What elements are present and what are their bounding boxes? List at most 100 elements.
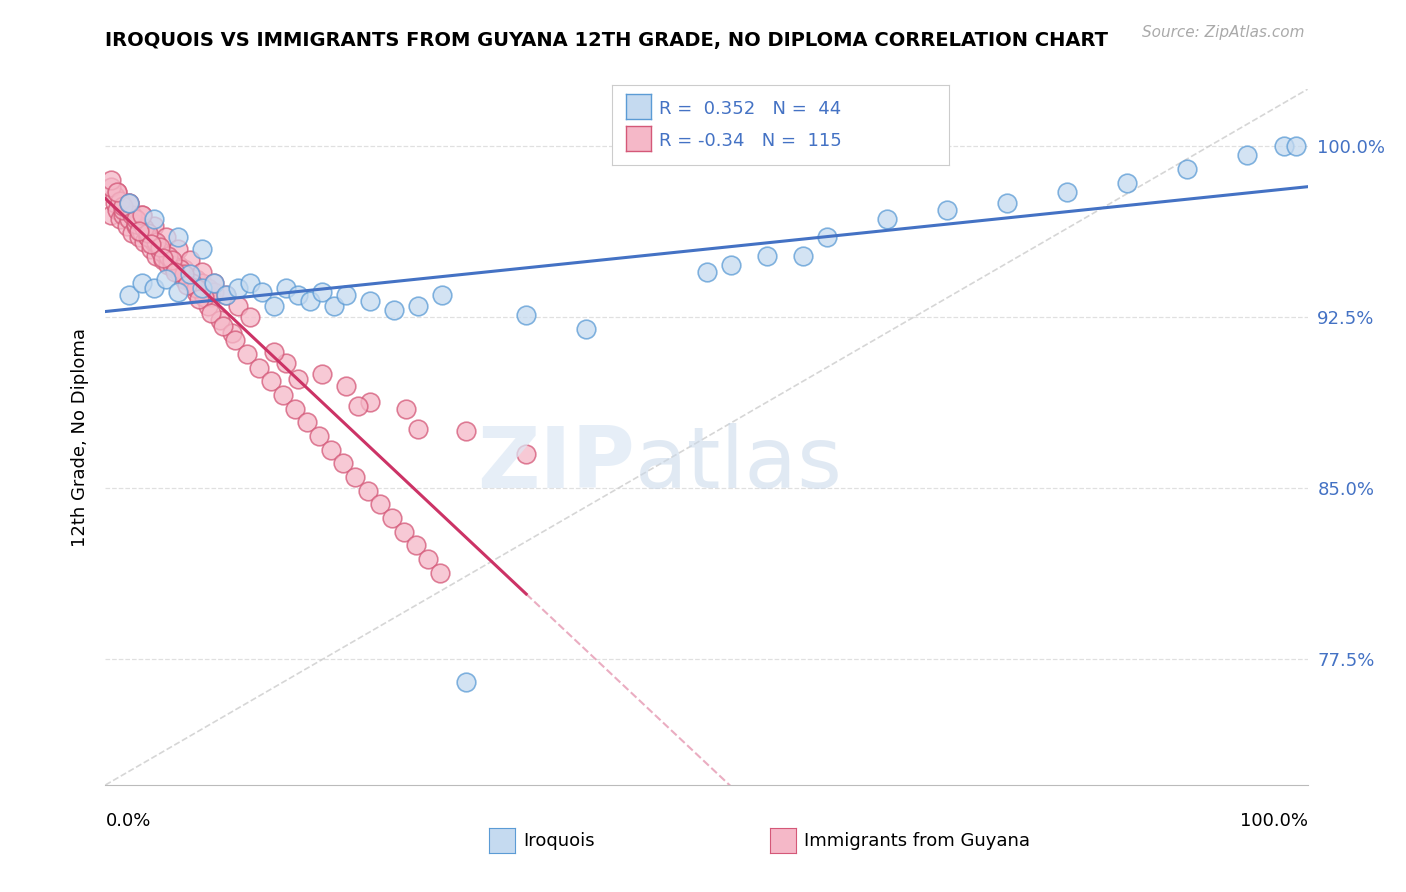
Point — [792, 249, 814, 263]
Point — [121, 226, 143, 240]
Point — [236, 347, 259, 361]
Point — [200, 306, 222, 320]
Point — [380, 511, 402, 525]
Point — [202, 276, 225, 290]
Point — [107, 185, 129, 199]
Text: 0.0%: 0.0% — [105, 812, 150, 830]
Point — [515, 308, 537, 322]
Text: Source: ZipAtlas.com: Source: ZipAtlas.com — [1142, 25, 1305, 40]
Point — [115, 219, 138, 233]
Point — [188, 280, 211, 294]
Point — [124, 219, 146, 233]
Point — [131, 276, 153, 290]
Point — [1272, 139, 1295, 153]
Point — [166, 285, 188, 300]
Point — [1175, 162, 1198, 177]
Point — [208, 312, 231, 326]
Point — [184, 285, 207, 300]
Point — [169, 262, 191, 277]
Point — [575, 322, 598, 336]
Point — [118, 212, 141, 227]
Point — [181, 276, 204, 290]
Text: ZIP: ZIP — [477, 424, 634, 507]
Point — [142, 235, 165, 249]
Point — [197, 280, 219, 294]
Point — [108, 194, 131, 208]
Point — [124, 217, 146, 231]
Point — [112, 203, 135, 218]
Point — [184, 280, 207, 294]
Point — [155, 271, 177, 285]
Point — [136, 230, 159, 244]
Point — [200, 290, 222, 304]
Point — [1056, 185, 1078, 199]
Point — [311, 368, 333, 382]
Point — [297, 415, 319, 429]
Point — [392, 524, 415, 539]
Point — [128, 230, 150, 244]
Point — [148, 244, 170, 259]
Point — [405, 538, 427, 552]
Point — [311, 285, 333, 300]
Point — [155, 230, 177, 244]
Point — [308, 429, 330, 443]
Point — [876, 212, 898, 227]
Point — [202, 276, 225, 290]
Point — [148, 239, 170, 253]
Point — [335, 378, 357, 392]
Point — [1236, 148, 1258, 162]
Point — [190, 280, 212, 294]
Point — [247, 360, 270, 375]
Point — [176, 271, 198, 285]
Point — [239, 310, 262, 325]
Point — [202, 285, 225, 300]
Text: atlas: atlas — [634, 424, 842, 507]
Y-axis label: 12th Grade, No Diploma: 12th Grade, No Diploma — [70, 327, 89, 547]
Point — [322, 299, 344, 313]
Point — [100, 180, 122, 194]
Point — [720, 258, 742, 272]
Point — [173, 271, 195, 285]
Point — [214, 287, 236, 301]
Point — [454, 425, 477, 439]
Point — [347, 399, 370, 413]
Point — [118, 196, 141, 211]
Point — [193, 290, 215, 304]
Point — [152, 253, 174, 268]
Point — [139, 242, 162, 256]
Point — [212, 319, 235, 334]
Point — [284, 401, 307, 416]
Point — [274, 356, 297, 370]
Point — [132, 235, 155, 249]
Point — [136, 230, 159, 244]
Point — [382, 303, 405, 318]
Point — [274, 280, 297, 294]
Point — [368, 497, 391, 511]
Point — [344, 470, 367, 484]
Point — [260, 374, 283, 388]
Point — [128, 224, 150, 238]
Point — [152, 251, 174, 265]
Point — [696, 265, 718, 279]
Point — [239, 276, 262, 290]
Point — [124, 212, 146, 227]
Point — [273, 388, 295, 402]
Point — [197, 299, 219, 313]
Point — [188, 292, 211, 306]
Text: 100.0%: 100.0% — [1240, 812, 1308, 830]
Point — [287, 287, 309, 301]
Point — [406, 422, 429, 436]
Point — [190, 242, 212, 256]
Point — [995, 196, 1018, 211]
Point — [118, 287, 141, 301]
Point — [165, 262, 187, 277]
Point — [1116, 176, 1139, 190]
Point — [263, 344, 285, 359]
Point — [148, 242, 170, 256]
Point — [173, 262, 195, 277]
Point — [430, 287, 453, 301]
Point — [160, 253, 183, 268]
Point — [121, 208, 143, 222]
Point — [226, 280, 249, 294]
Point — [131, 226, 153, 240]
